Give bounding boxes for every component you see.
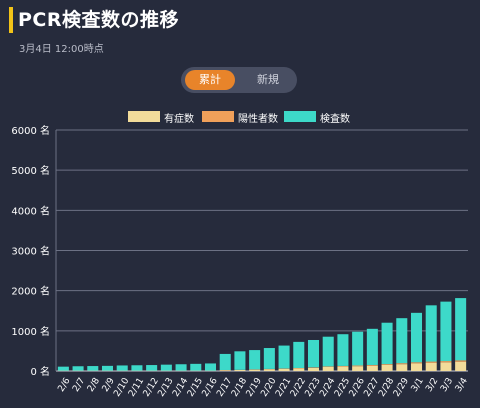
- x-tick-label: 2/29: [392, 376, 411, 399]
- bar-segment-symptomatic[interactable]: [337, 366, 349, 371]
- bar-segment-tested[interactable]: [425, 305, 437, 362]
- x-tick-label: 2/7: [71, 376, 87, 394]
- legend-swatch-symptomatic: [128, 111, 160, 122]
- bar-segment-positive[interactable]: [322, 366, 334, 367]
- chart-legend: 有症数 陽性者数 検査数: [0, 110, 480, 125]
- bar-segment-tested[interactable]: [307, 339, 320, 368]
- bar-segment-tested[interactable]: [190, 363, 202, 371]
- y-tick-label: 2000 名: [11, 285, 50, 298]
- y-tick-label: 4000 名: [11, 204, 50, 217]
- bar-segment-positive[interactable]: [425, 361, 437, 363]
- bar-segment-symptomatic[interactable]: [381, 364, 393, 371]
- legend-label-positive: 陽性者数: [238, 114, 278, 125]
- bar-segment-symptomatic[interactable]: [234, 369, 246, 371]
- y-tick-label: 5000 名: [11, 164, 50, 177]
- bar-segment-tested[interactable]: [116, 365, 128, 371]
- bar-segment-positive[interactable]: [337, 365, 349, 367]
- x-tick-label: 3/4: [454, 376, 470, 394]
- title-accent-bar: [9, 7, 13, 33]
- bar-segment-symptomatic[interactable]: [440, 362, 452, 371]
- legend-label-symptomatic: 有症数: [164, 114, 194, 125]
- bar-segment-tested[interactable]: [57, 366, 69, 371]
- bar-segment-symptomatic[interactable]: [293, 368, 305, 371]
- bar-segment-symptomatic[interactable]: [455, 361, 467, 371]
- x-tick-label: 2/8: [86, 376, 102, 394]
- bar-segment-tested[interactable]: [337, 334, 349, 366]
- bar-segment-tested[interactable]: [440, 301, 452, 362]
- bar-segment-tested[interactable]: [131, 365, 143, 371]
- bar-segment-tested[interactable]: [263, 348, 275, 369]
- bar-segment-positive[interactable]: [455, 360, 467, 362]
- bar-segment-symptomatic[interactable]: [322, 366, 334, 371]
- bar-segment-symptomatic[interactable]: [410, 363, 423, 371]
- y-tick-label: 1000 名: [11, 325, 50, 338]
- page-title: PCR検査数の推移: [18, 9, 179, 31]
- timestamp: 3月4日 12:00時点: [19, 44, 104, 55]
- bar-segment-symptomatic[interactable]: [307, 367, 320, 371]
- bar-segment-positive[interactable]: [410, 362, 423, 364]
- bar-segment-tested[interactable]: [455, 298, 467, 361]
- x-tick-label: 2/6: [56, 376, 72, 394]
- bar-segment-tested[interactable]: [87, 366, 99, 371]
- toggle-cumulative[interactable]: 累計: [185, 70, 235, 90]
- bar-segment-tested[interactable]: [396, 318, 408, 364]
- bar-segment-tested[interactable]: [101, 365, 114, 371]
- bar-segment-tested[interactable]: [249, 350, 261, 370]
- bar-segment-symptomatic[interactable]: [352, 366, 364, 371]
- bar-segment-tested[interactable]: [410, 312, 423, 363]
- legend-label-tested: 検査数: [320, 114, 350, 125]
- bar-segment-tested[interactable]: [366, 328, 378, 365]
- y-tick-label: 3000 名: [11, 245, 50, 258]
- bar-segment-tested[interactable]: [204, 363, 217, 371]
- bar-segment-tested[interactable]: [278, 345, 290, 369]
- bar-segment-symptomatic[interactable]: [219, 370, 231, 371]
- y-tick-label: 0 名: [30, 365, 50, 378]
- bar-segment-positive[interactable]: [366, 364, 378, 366]
- bar-segment-tested[interactable]: [175, 364, 187, 371]
- view-toggle: 累計 新規: [181, 67, 297, 93]
- bar-segment-symptomatic[interactable]: [396, 364, 408, 371]
- bar-segment-positive[interactable]: [352, 365, 364, 367]
- bar-segment-positive[interactable]: [440, 361, 452, 363]
- toggle-new[interactable]: 新規: [257, 73, 279, 86]
- x-tick-label: 3/1: [410, 376, 426, 394]
- bar-segment-tested[interactable]: [160, 364, 172, 371]
- bar-segment-positive[interactable]: [396, 363, 408, 365]
- bar-segment-tested[interactable]: [234, 351, 246, 370]
- bar-segment-symptomatic[interactable]: [425, 362, 437, 371]
- bar-segment-tested[interactable]: [381, 322, 393, 365]
- bar-segment-tested[interactable]: [322, 336, 334, 367]
- bar-segment-symptomatic[interactable]: [263, 369, 275, 371]
- bar-segment-tested[interactable]: [146, 365, 158, 371]
- bar-segment-tested[interactable]: [219, 353, 231, 370]
- bar-segment-tested[interactable]: [72, 366, 84, 371]
- bar-segment-symptomatic[interactable]: [249, 369, 261, 371]
- x-tick-label: 3/2: [424, 376, 440, 394]
- bar-segment-tested[interactable]: [352, 331, 364, 366]
- bar-segment-symptomatic[interactable]: [366, 365, 378, 371]
- y-tick-label: 6000 名: [11, 124, 50, 137]
- legend-swatch-tested: [284, 111, 316, 122]
- legend-swatch-positive: [202, 111, 234, 122]
- bar-segment-tested[interactable]: [293, 341, 305, 368]
- x-tick-label: 3/3: [439, 376, 455, 394]
- bar-segment-symptomatic[interactable]: [278, 368, 290, 371]
- bar-segment-positive[interactable]: [381, 364, 393, 365]
